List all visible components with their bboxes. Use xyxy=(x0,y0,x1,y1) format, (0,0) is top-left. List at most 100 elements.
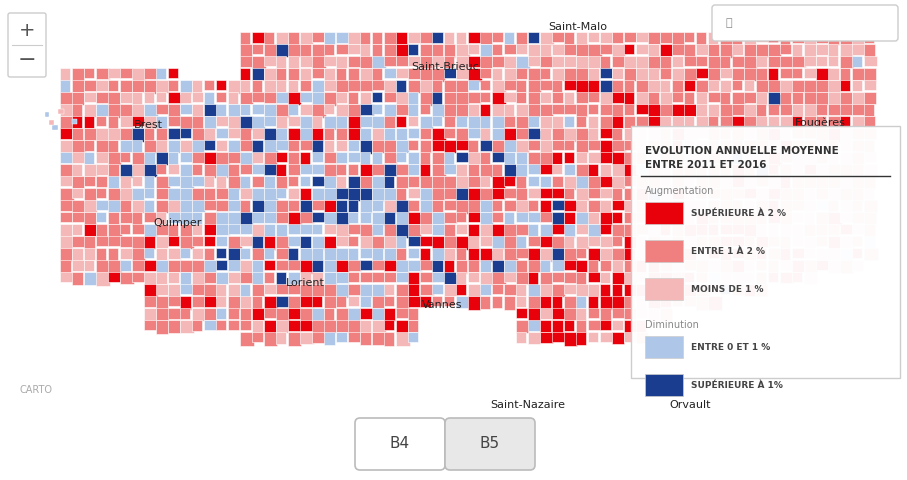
Bar xyxy=(264,116,276,126)
Bar xyxy=(780,128,790,140)
Bar xyxy=(96,260,110,273)
Bar xyxy=(600,188,612,198)
Bar xyxy=(360,176,372,188)
Bar xyxy=(300,128,314,142)
Bar xyxy=(216,104,226,116)
Bar xyxy=(240,164,252,174)
Bar xyxy=(168,236,179,246)
Bar xyxy=(744,164,754,175)
Bar xyxy=(468,68,482,82)
Bar xyxy=(408,68,422,79)
Bar xyxy=(468,272,479,282)
Bar xyxy=(264,32,274,45)
Bar xyxy=(444,152,454,165)
Bar xyxy=(252,224,266,238)
Bar xyxy=(192,308,206,321)
Bar xyxy=(588,116,598,130)
Bar xyxy=(312,128,323,142)
Bar xyxy=(804,80,818,94)
Bar xyxy=(276,164,286,176)
Bar xyxy=(456,200,469,214)
Bar xyxy=(300,224,313,234)
Bar xyxy=(420,200,434,214)
Bar xyxy=(744,188,757,198)
Bar xyxy=(528,32,539,43)
Bar xyxy=(768,152,782,166)
Bar xyxy=(624,212,638,223)
Bar xyxy=(168,212,182,223)
Bar xyxy=(552,188,564,198)
Text: Quimper: Quimper xyxy=(154,218,202,228)
Bar xyxy=(120,152,130,162)
Bar xyxy=(828,92,842,105)
Bar xyxy=(612,128,622,141)
Bar xyxy=(444,176,456,190)
Bar xyxy=(852,260,863,271)
Bar xyxy=(552,296,562,309)
Bar xyxy=(708,236,722,246)
Bar xyxy=(120,260,131,271)
Bar xyxy=(540,104,553,116)
Bar xyxy=(288,116,301,126)
Bar xyxy=(804,32,816,45)
Bar xyxy=(516,188,527,202)
Bar xyxy=(528,248,540,261)
Bar xyxy=(660,176,670,186)
Bar xyxy=(540,320,551,332)
Bar xyxy=(528,212,541,222)
Bar xyxy=(348,68,359,81)
Bar xyxy=(552,284,565,297)
Bar xyxy=(768,80,782,92)
Bar xyxy=(360,44,370,57)
Bar xyxy=(504,176,515,186)
Bar xyxy=(636,80,650,94)
Bar xyxy=(660,80,670,93)
Bar xyxy=(756,176,769,186)
Bar xyxy=(852,68,866,80)
Bar xyxy=(540,92,551,103)
Bar xyxy=(444,248,455,260)
Bar xyxy=(624,128,638,140)
Bar xyxy=(84,164,98,176)
Bar xyxy=(360,32,370,45)
Bar xyxy=(144,308,156,321)
Bar xyxy=(444,188,458,199)
Bar xyxy=(768,128,781,142)
Bar xyxy=(672,272,685,286)
Bar xyxy=(708,116,718,129)
Bar xyxy=(540,224,553,236)
Bar xyxy=(492,260,504,273)
Bar xyxy=(792,152,806,165)
Bar xyxy=(516,224,529,235)
Text: Saint-Brieuc: Saint-Brieuc xyxy=(411,62,479,72)
Bar xyxy=(696,116,708,129)
Bar xyxy=(552,128,566,140)
Bar xyxy=(768,272,778,282)
Bar xyxy=(192,176,205,186)
Bar xyxy=(600,308,611,321)
Bar xyxy=(636,128,646,141)
Bar xyxy=(156,188,170,199)
Bar xyxy=(816,128,830,142)
Bar xyxy=(672,32,684,45)
Bar xyxy=(312,272,323,286)
Bar xyxy=(684,284,698,298)
Bar xyxy=(540,140,552,153)
Bar xyxy=(552,92,563,103)
Bar xyxy=(780,248,790,262)
Bar xyxy=(504,140,517,152)
Bar xyxy=(156,320,168,334)
Bar xyxy=(840,260,853,273)
Bar xyxy=(324,272,337,285)
Bar xyxy=(252,272,263,284)
Bar xyxy=(816,92,828,105)
Bar xyxy=(396,212,408,226)
Bar xyxy=(348,176,360,188)
Bar xyxy=(612,176,625,189)
Bar xyxy=(636,164,649,174)
Bar xyxy=(240,296,251,308)
Bar xyxy=(756,236,769,247)
Bar xyxy=(228,308,239,319)
Bar xyxy=(192,140,204,154)
Bar xyxy=(132,104,144,118)
